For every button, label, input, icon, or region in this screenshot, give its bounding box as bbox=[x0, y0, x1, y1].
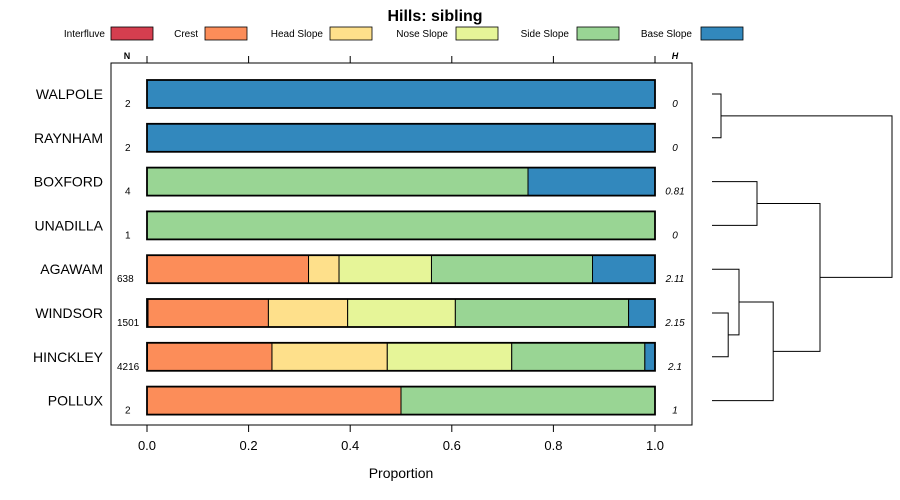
bar-outline bbox=[146, 166, 656, 197]
x-tick-label: 0.4 bbox=[341, 438, 359, 453]
bar-segment-side-slope bbox=[146, 210, 656, 240]
dendrogram-link-6 bbox=[757, 203, 821, 352]
legend-swatch-interfluve bbox=[110, 26, 154, 41]
x-tick-label: 0.8 bbox=[544, 438, 562, 453]
bar-segment-side-slope bbox=[454, 298, 630, 328]
row-label-agawam: AGAWAM bbox=[40, 261, 103, 277]
dendrogram-link-7 bbox=[721, 115, 893, 278]
bar-row-walpole bbox=[146, 79, 656, 109]
bar-segment-base-slope bbox=[146, 79, 656, 109]
row-h-value: 2.15 bbox=[664, 318, 685, 329]
bar-segment-base-slope bbox=[644, 342, 656, 372]
x-tick-label: 0.2 bbox=[240, 438, 258, 453]
bar-segment-crest bbox=[146, 254, 310, 284]
plot-frame bbox=[110, 62, 693, 426]
row-n-value: 1501 bbox=[117, 318, 140, 329]
row-label-boxford: BOXFORD bbox=[34, 174, 103, 190]
bar-segment-base-slope bbox=[628, 298, 656, 328]
dendrogram bbox=[712, 93, 893, 402]
x-tick-label: 0.6 bbox=[443, 438, 461, 453]
bar-row-boxford bbox=[146, 166, 656, 197]
dendrogram-link-1 bbox=[712, 93, 722, 139]
row-n-value: 638 bbox=[117, 274, 134, 285]
row-label-hinckley: HINCKLEY bbox=[33, 349, 104, 365]
legend-label-crest: Crest bbox=[174, 29, 198, 40]
row-h-value: 1 bbox=[672, 406, 678, 417]
legend-swatch-crest bbox=[204, 26, 248, 41]
bar-segment-side-slope bbox=[146, 167, 529, 197]
row-label-raynham: RAYNHAM bbox=[34, 130, 103, 146]
bar-row-pollux bbox=[146, 385, 656, 416]
bar-segment-base-slope bbox=[527, 167, 656, 197]
dendrogram-link-2 bbox=[712, 181, 758, 226]
row-n-value: 4 bbox=[125, 187, 131, 198]
row-label-windsor: WINDSOR bbox=[35, 305, 103, 321]
legend-label-head-slope: Head Slope bbox=[271, 29, 324, 40]
row-label-walpole: WALPOLE bbox=[36, 86, 103, 102]
bar-segment-nose-slope bbox=[386, 342, 513, 372]
bar-segment-head-slope bbox=[267, 298, 349, 328]
bar-outline bbox=[146, 254, 656, 285]
bar-row-agawam bbox=[146, 254, 656, 285]
row-n-value: 1 bbox=[125, 230, 131, 241]
bar-outline bbox=[146, 341, 656, 372]
row-h-value: 0 bbox=[672, 230, 678, 241]
bar-row-unadilla bbox=[146, 210, 656, 241]
row-label-pollux: POLLUX bbox=[48, 393, 104, 409]
legend-label-interfluve: Interfluve bbox=[64, 29, 106, 40]
row-n-value: 2 bbox=[125, 99, 131, 110]
legend-swatch-side-slope bbox=[576, 26, 620, 41]
row-h-value: 2.1 bbox=[667, 362, 682, 373]
bar-segment-base-slope bbox=[592, 254, 656, 284]
x-tick-label: 0.0 bbox=[138, 438, 156, 453]
stacked-bars bbox=[146, 79, 656, 416]
legend-label-nose-slope: Nose Slope bbox=[396, 29, 448, 40]
bar-segment-crest bbox=[147, 298, 269, 328]
x-axis-title: Proportion bbox=[369, 465, 434, 481]
row-n-value: 2 bbox=[125, 406, 131, 417]
bar-outline bbox=[146, 298, 656, 328]
bar-segment-side-slope bbox=[430, 254, 594, 284]
bar-row-hinckley bbox=[146, 341, 656, 372]
chart-title: Hills: sibling bbox=[387, 8, 482, 25]
h-column-header: H bbox=[672, 51, 679, 61]
bar-segment-crest bbox=[147, 342, 273, 372]
row-labels: WALPOLE 2 0 RAYNHAM 2 0 BOXFORD 4 0.81 UNADILLA 1 0… bbox=[33, 86, 685, 417]
legend-swatch-head-slope bbox=[329, 26, 373, 41]
bar-segment-crest bbox=[146, 386, 402, 416]
n-column-header: N bbox=[124, 51, 131, 61]
row-h-value: 0 bbox=[672, 143, 678, 154]
x-axis: 0.0 0.2 0.4 0.6 0.8 1.0 bbox=[138, 56, 664, 453]
bar-segment-nose-slope bbox=[347, 298, 456, 328]
dendrogram-link-4 bbox=[712, 268, 740, 336]
row-h-value: 0.81 bbox=[665, 187, 684, 198]
row-n-value: 4216 bbox=[117, 362, 140, 373]
bar-segment-base-slope bbox=[146, 123, 656, 153]
bar-outline bbox=[146, 79, 656, 109]
bar-segment-side-slope bbox=[400, 386, 656, 416]
legend-label-base-slope: Base Slope bbox=[641, 29, 693, 40]
bar-outline bbox=[146, 122, 656, 153]
dendrogram-link-3 bbox=[712, 312, 729, 358]
row-label-unadilla: UNADILLA bbox=[35, 217, 104, 233]
legend-swatch-nose-slope bbox=[455, 26, 499, 41]
dendrogram-link-5 bbox=[712, 301, 774, 402]
legend-label-side-slope: Side Slope bbox=[521, 29, 570, 40]
legend-swatch-base-slope bbox=[700, 26, 744, 41]
x-tick-label: 1.0 bbox=[646, 438, 664, 453]
bar-segment-nose-slope bbox=[338, 254, 432, 284]
bar-outline bbox=[146, 210, 656, 241]
bar-outline bbox=[146, 385, 656, 416]
bar-segment-head-slope bbox=[308, 254, 340, 284]
bar-row-raynham bbox=[146, 122, 656, 153]
legend: Interfluve Crest Head Slope Nose Slope Side … bbox=[64, 26, 744, 41]
row-h-value: 0 bbox=[672, 99, 678, 110]
bar-segment-head-slope bbox=[271, 342, 388, 372]
bar-row-windsor bbox=[146, 298, 656, 328]
bar-segment-side-slope bbox=[511, 342, 646, 372]
row-h-value: 2.11 bbox=[665, 274, 685, 285]
row-n-value: 2 bbox=[125, 143, 131, 154]
